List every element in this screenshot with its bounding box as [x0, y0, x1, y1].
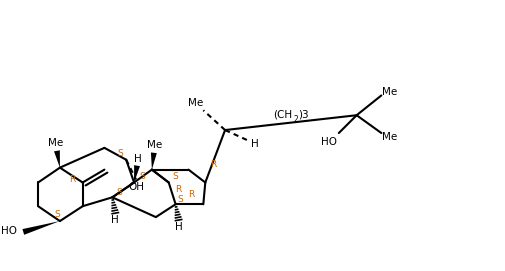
Polygon shape	[151, 153, 157, 170]
Polygon shape	[134, 165, 140, 182]
Text: OH: OH	[128, 182, 144, 192]
Text: S: S	[178, 195, 183, 204]
Text: Me: Me	[382, 88, 397, 98]
Text: H: H	[134, 154, 142, 164]
Text: Me: Me	[188, 98, 203, 108]
Text: S: S	[173, 172, 178, 181]
Text: R: R	[69, 175, 75, 184]
Text: )3: )3	[298, 110, 309, 120]
Text: Me: Me	[382, 132, 397, 142]
Text: 2: 2	[294, 115, 298, 124]
Polygon shape	[22, 221, 60, 235]
Text: R: R	[210, 160, 216, 169]
Text: R: R	[188, 190, 194, 199]
Text: HO: HO	[2, 226, 17, 236]
Text: HO: HO	[321, 137, 337, 147]
Text: Me: Me	[147, 140, 163, 150]
Text: S: S	[54, 210, 60, 219]
Polygon shape	[54, 150, 60, 168]
Text: H: H	[251, 139, 259, 149]
Text: R: R	[175, 185, 182, 194]
Text: H: H	[175, 222, 182, 232]
Text: S: S	[139, 172, 145, 181]
Text: (CH: (CH	[273, 110, 292, 120]
Text: Me: Me	[48, 138, 64, 148]
Text: S: S	[117, 149, 123, 158]
Text: S: S	[116, 188, 122, 197]
Text: H: H	[112, 215, 119, 225]
